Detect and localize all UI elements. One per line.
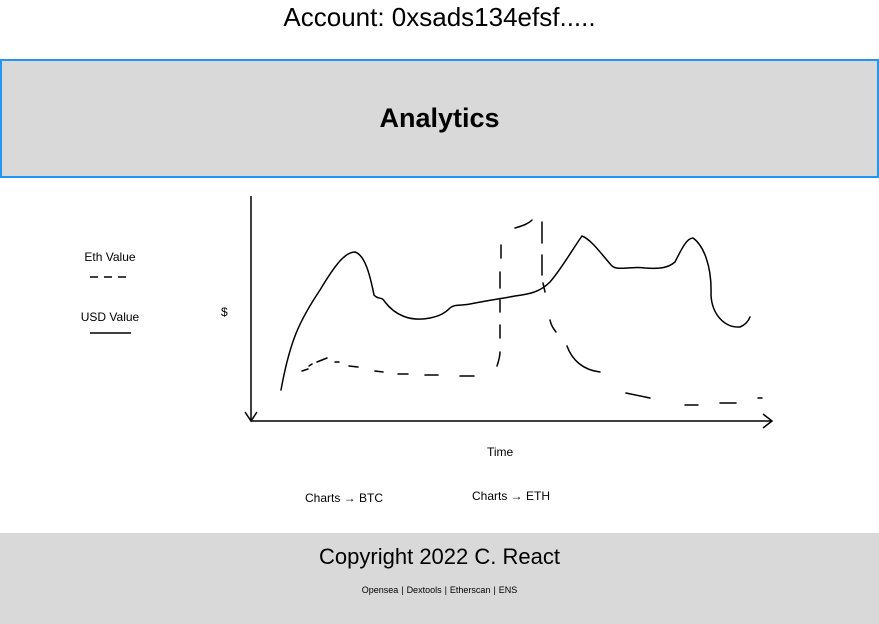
analytics-banner: Analytics <box>0 59 879 178</box>
legend-usd-label: USD Value <box>80 310 140 324</box>
charts-btc-link[interactable]: Charts → BTC <box>305 491 384 505</box>
footer-link-etherscan[interactable]: Etherscan <box>449 585 491 595</box>
account-title: Account: 0xsads134efsf..... <box>283 2 596 32</box>
x-axis-arrow <box>762 413 774 429</box>
footer-separator: | <box>493 585 496 595</box>
footer-link-ens[interactable]: ENS <box>498 585 518 595</box>
series-usd-line <box>280 235 751 391</box>
footer-separator: | <box>401 585 404 595</box>
footer: Copyright 2022 C. React Opensea | Dextools… <box>0 533 879 624</box>
legend-eth-label: Eth Value <box>84 250 136 264</box>
footer-link-dextools[interactable]: Dextools <box>406 585 442 595</box>
footer-link-opensea[interactable]: Opensea <box>361 585 399 595</box>
charts-eth-link[interactable]: Charts → ETH <box>472 489 551 503</box>
footer-links: Opensea | Dextools | Etherscan | ENS <box>0 585 879 595</box>
copyright-text: Copyright 2022 C. React <box>319 544 560 569</box>
series-eth-line <box>301 219 763 406</box>
y-axis-label: $ <box>221 305 228 319</box>
banner-title: Analytics <box>379 103 500 133</box>
footer-separator: | <box>444 585 447 595</box>
x-axis-label: Time <box>487 445 514 459</box>
